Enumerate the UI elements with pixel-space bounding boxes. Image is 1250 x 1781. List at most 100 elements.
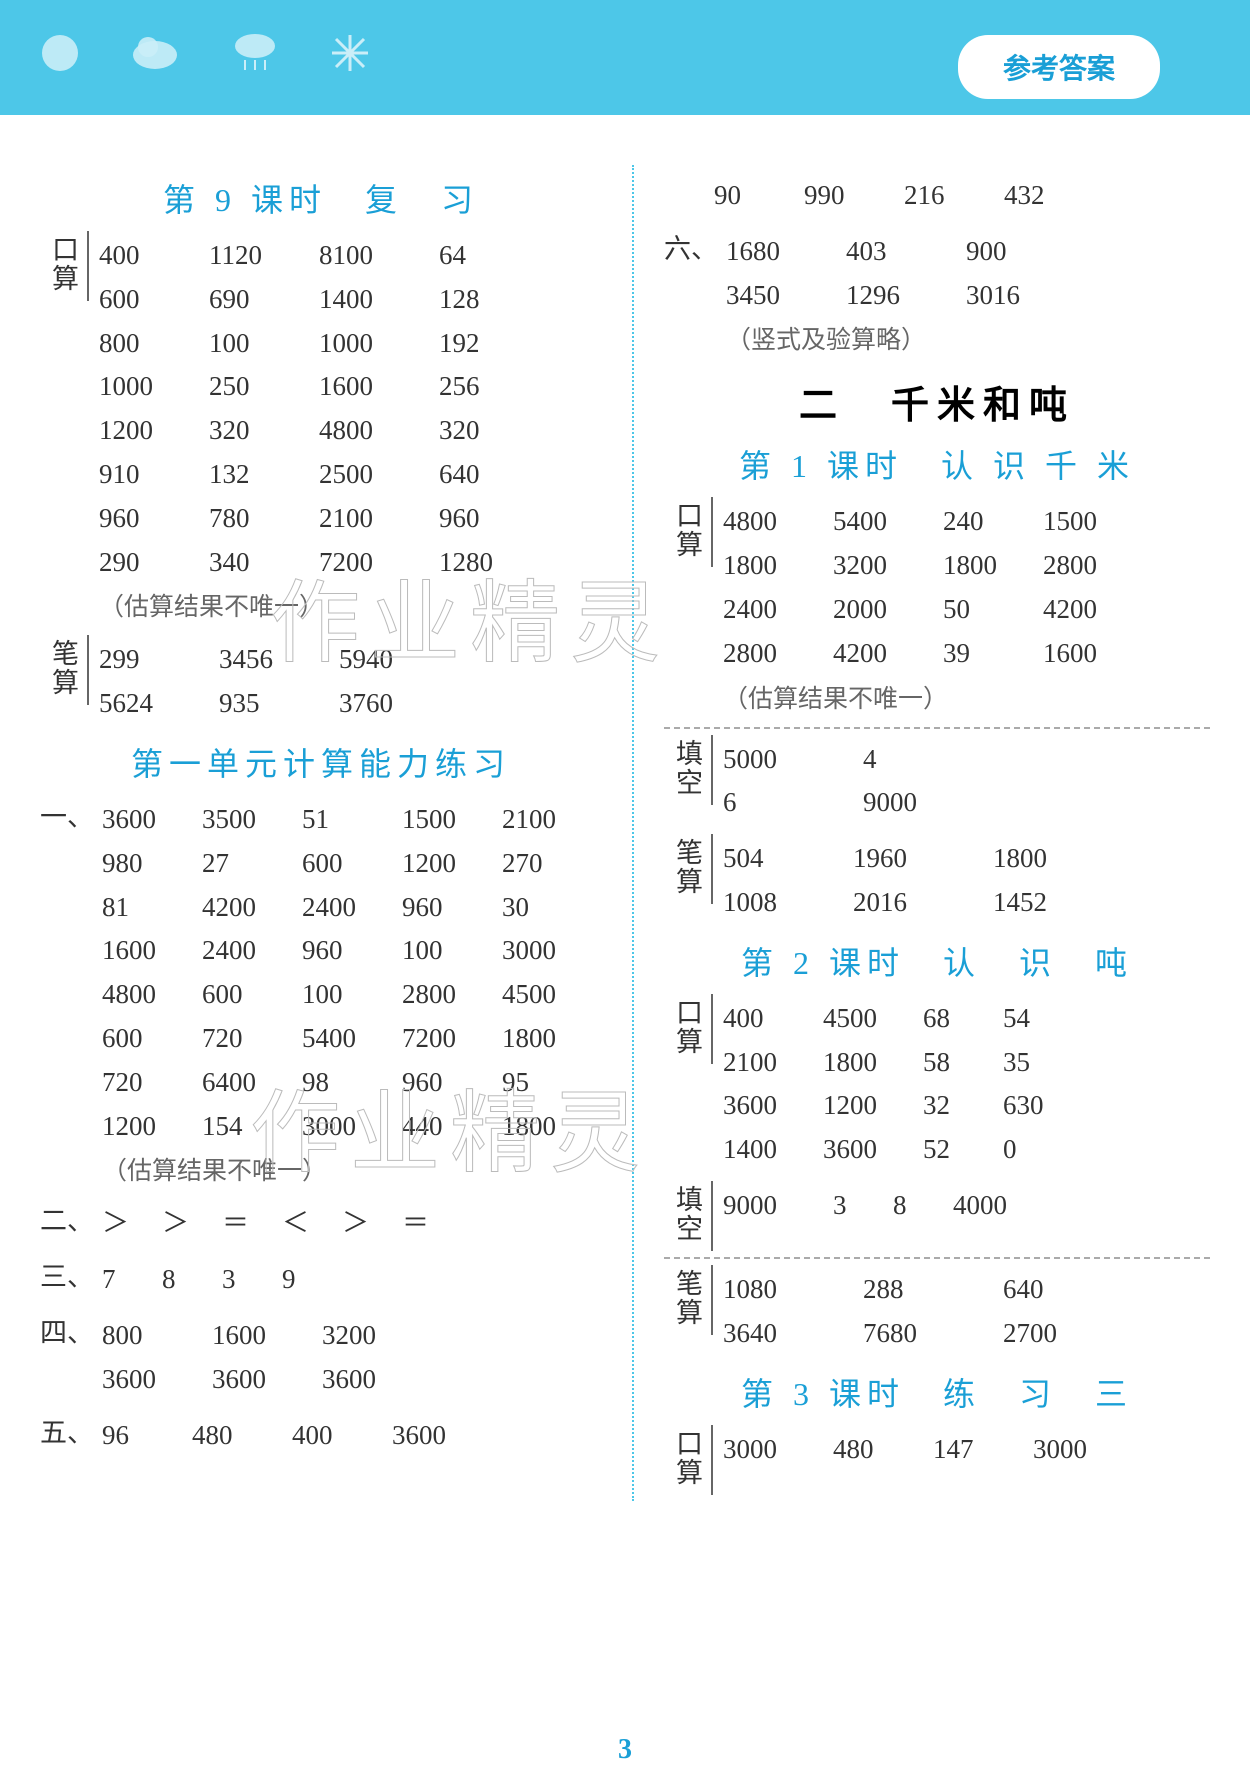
chapter2-title: 二 千米和吨	[664, 374, 1210, 429]
q1-grid: 3600350051150021009802760012002708142002…	[102, 795, 602, 1193]
data-cell: 1800	[823, 1044, 923, 1082]
data-cell: 250	[209, 368, 319, 406]
data-row: 980276001200270	[102, 845, 602, 883]
data-cell: 90	[714, 177, 804, 215]
lesson9-title: 第 9 课时 复 习	[40, 175, 602, 221]
data-cell: 780	[209, 500, 319, 538]
data-cell: 1008	[723, 884, 853, 922]
data-cell: 600	[99, 281, 209, 319]
data-cell: 320	[439, 412, 539, 450]
data-cell: 7	[102, 1261, 162, 1299]
data-cell: 3600	[392, 1417, 492, 1455]
data-cell: 1800	[993, 840, 1123, 878]
data-cell: 98	[302, 1064, 402, 1102]
data-cell: 147	[933, 1431, 1033, 1469]
q2-label: 二、	[40, 1199, 94, 1238]
data-row: 50004	[723, 741, 1210, 779]
data-row: 1800320018002800	[723, 547, 1210, 585]
data-cell: 800	[99, 325, 209, 363]
data-cell: 2016	[853, 884, 993, 922]
data-cell: 1200	[823, 1087, 923, 1125]
main-content: 第 9 课时 复 习 口算 40011208100646006901400128…	[0, 115, 1250, 1521]
data-cell: 504	[723, 840, 853, 878]
data-row: 9607802100960	[99, 500, 602, 538]
data-cell: 1500	[1043, 503, 1153, 541]
data-cell: 128	[439, 281, 539, 319]
data-cell: 27	[202, 845, 302, 883]
divider-dashed	[664, 1257, 1210, 1259]
data-cell: 3600	[102, 1361, 212, 1399]
data-cell: 2100	[502, 801, 602, 839]
data-cell: 8	[162, 1261, 222, 1299]
q5-grid: 964804003600	[102, 1411, 602, 1461]
page-header: 参考答案	[0, 0, 1250, 115]
data-cell: 100	[402, 932, 502, 970]
data-cell: 1960	[853, 840, 993, 878]
kousuan-label: 口算	[40, 231, 89, 301]
data-cell: ＞	[342, 1205, 402, 1243]
data-row: 364076802700	[723, 1315, 1210, 1353]
data-row: 345012963016	[726, 277, 1210, 315]
data-cell: 960	[99, 500, 209, 538]
c2l2-kousuan-grid: 4004500685421001800583536001200326301400…	[723, 994, 1210, 1175]
q3-grid: 7839	[102, 1255, 602, 1305]
data-cell: 3456	[219, 641, 339, 679]
data-row: 90990216432	[714, 177, 1210, 215]
data-cell: 1080	[723, 1271, 863, 1309]
data-cell: 3600	[212, 1361, 322, 1399]
data-row: 1680403900	[726, 233, 1210, 271]
kousuan-label: 口算	[664, 497, 713, 567]
data-cell: 240	[943, 503, 1043, 541]
data-cell: 935	[219, 685, 339, 723]
kousuan-label: 口算	[664, 1425, 713, 1495]
data-cell: 4200	[833, 635, 943, 673]
q4-grid: 80016003200360036003600	[102, 1311, 602, 1405]
c2-lesson1-title: 第 1 课时 认 识 千 米	[664, 441, 1210, 487]
data-row: 4001120810064	[99, 237, 602, 275]
tiankong-label: 填空	[664, 1181, 713, 1251]
data-cell: 50	[943, 591, 1043, 629]
data-cell: 2400	[723, 591, 833, 629]
data-row: 24002000504200	[723, 591, 1210, 629]
data-cell: 2800	[402, 976, 502, 1014]
c2-lesson3-title: 第 3 课时 练 习 三	[664, 1369, 1210, 1415]
data-cell: 1800	[723, 547, 833, 585]
data-cell: 960	[402, 889, 502, 927]
data-cell: 3600	[723, 1087, 823, 1125]
data-row: 30004801473000	[723, 1431, 1210, 1469]
c2l1-bisuan-grid: 50419601800 100820161452	[723, 834, 1210, 928]
data-cell: 1452	[993, 884, 1123, 922]
data-cell: 9	[282, 1261, 342, 1299]
data-cell: 2100	[319, 500, 439, 538]
data-cell: 960	[402, 1064, 502, 1102]
data-cell: 1600	[212, 1317, 322, 1355]
data-cell: 3500	[202, 801, 302, 839]
data-cell: 32	[923, 1087, 1003, 1125]
data-cell: 720	[102, 1064, 202, 1102]
c2l1-bisuan: 笔算 50419601800100820161452	[664, 834, 1210, 928]
column-divider	[632, 165, 634, 1501]
data-cell: 7680	[863, 1315, 1003, 1353]
lesson9-bisuan-grid: 2993456594056249353760	[99, 635, 602, 729]
data-cell: 3000	[302, 1108, 402, 1146]
data-cell: 1200	[99, 412, 209, 450]
data-row: 69000	[723, 784, 1210, 822]
q2-grid: ＞＞＝＜＞＝	[102, 1199, 602, 1249]
data-cell: 1280	[439, 544, 539, 582]
data-row: 360036003600	[102, 1361, 602, 1399]
q6-grid: 1680403900345012963016（竖式及验算略）	[726, 227, 1210, 363]
data-cell: 980	[102, 845, 202, 883]
data-cell: 3760	[339, 685, 459, 723]
data-cell: 5624	[99, 685, 219, 723]
data-cell: 2400	[202, 932, 302, 970]
data-row: 210018005835	[723, 1044, 1210, 1082]
data-cell: 4800	[102, 976, 202, 1014]
bisuan-label: 笔算	[40, 635, 89, 705]
data-cell: 2800	[723, 635, 833, 673]
data-cell: 800	[102, 1317, 212, 1355]
data-cell: 2700	[1003, 1315, 1133, 1353]
data-cell: 4800	[319, 412, 439, 450]
data-cell: 3450	[726, 277, 846, 315]
data-cell: 2100	[723, 1044, 823, 1082]
circle-icon	[40, 33, 80, 80]
